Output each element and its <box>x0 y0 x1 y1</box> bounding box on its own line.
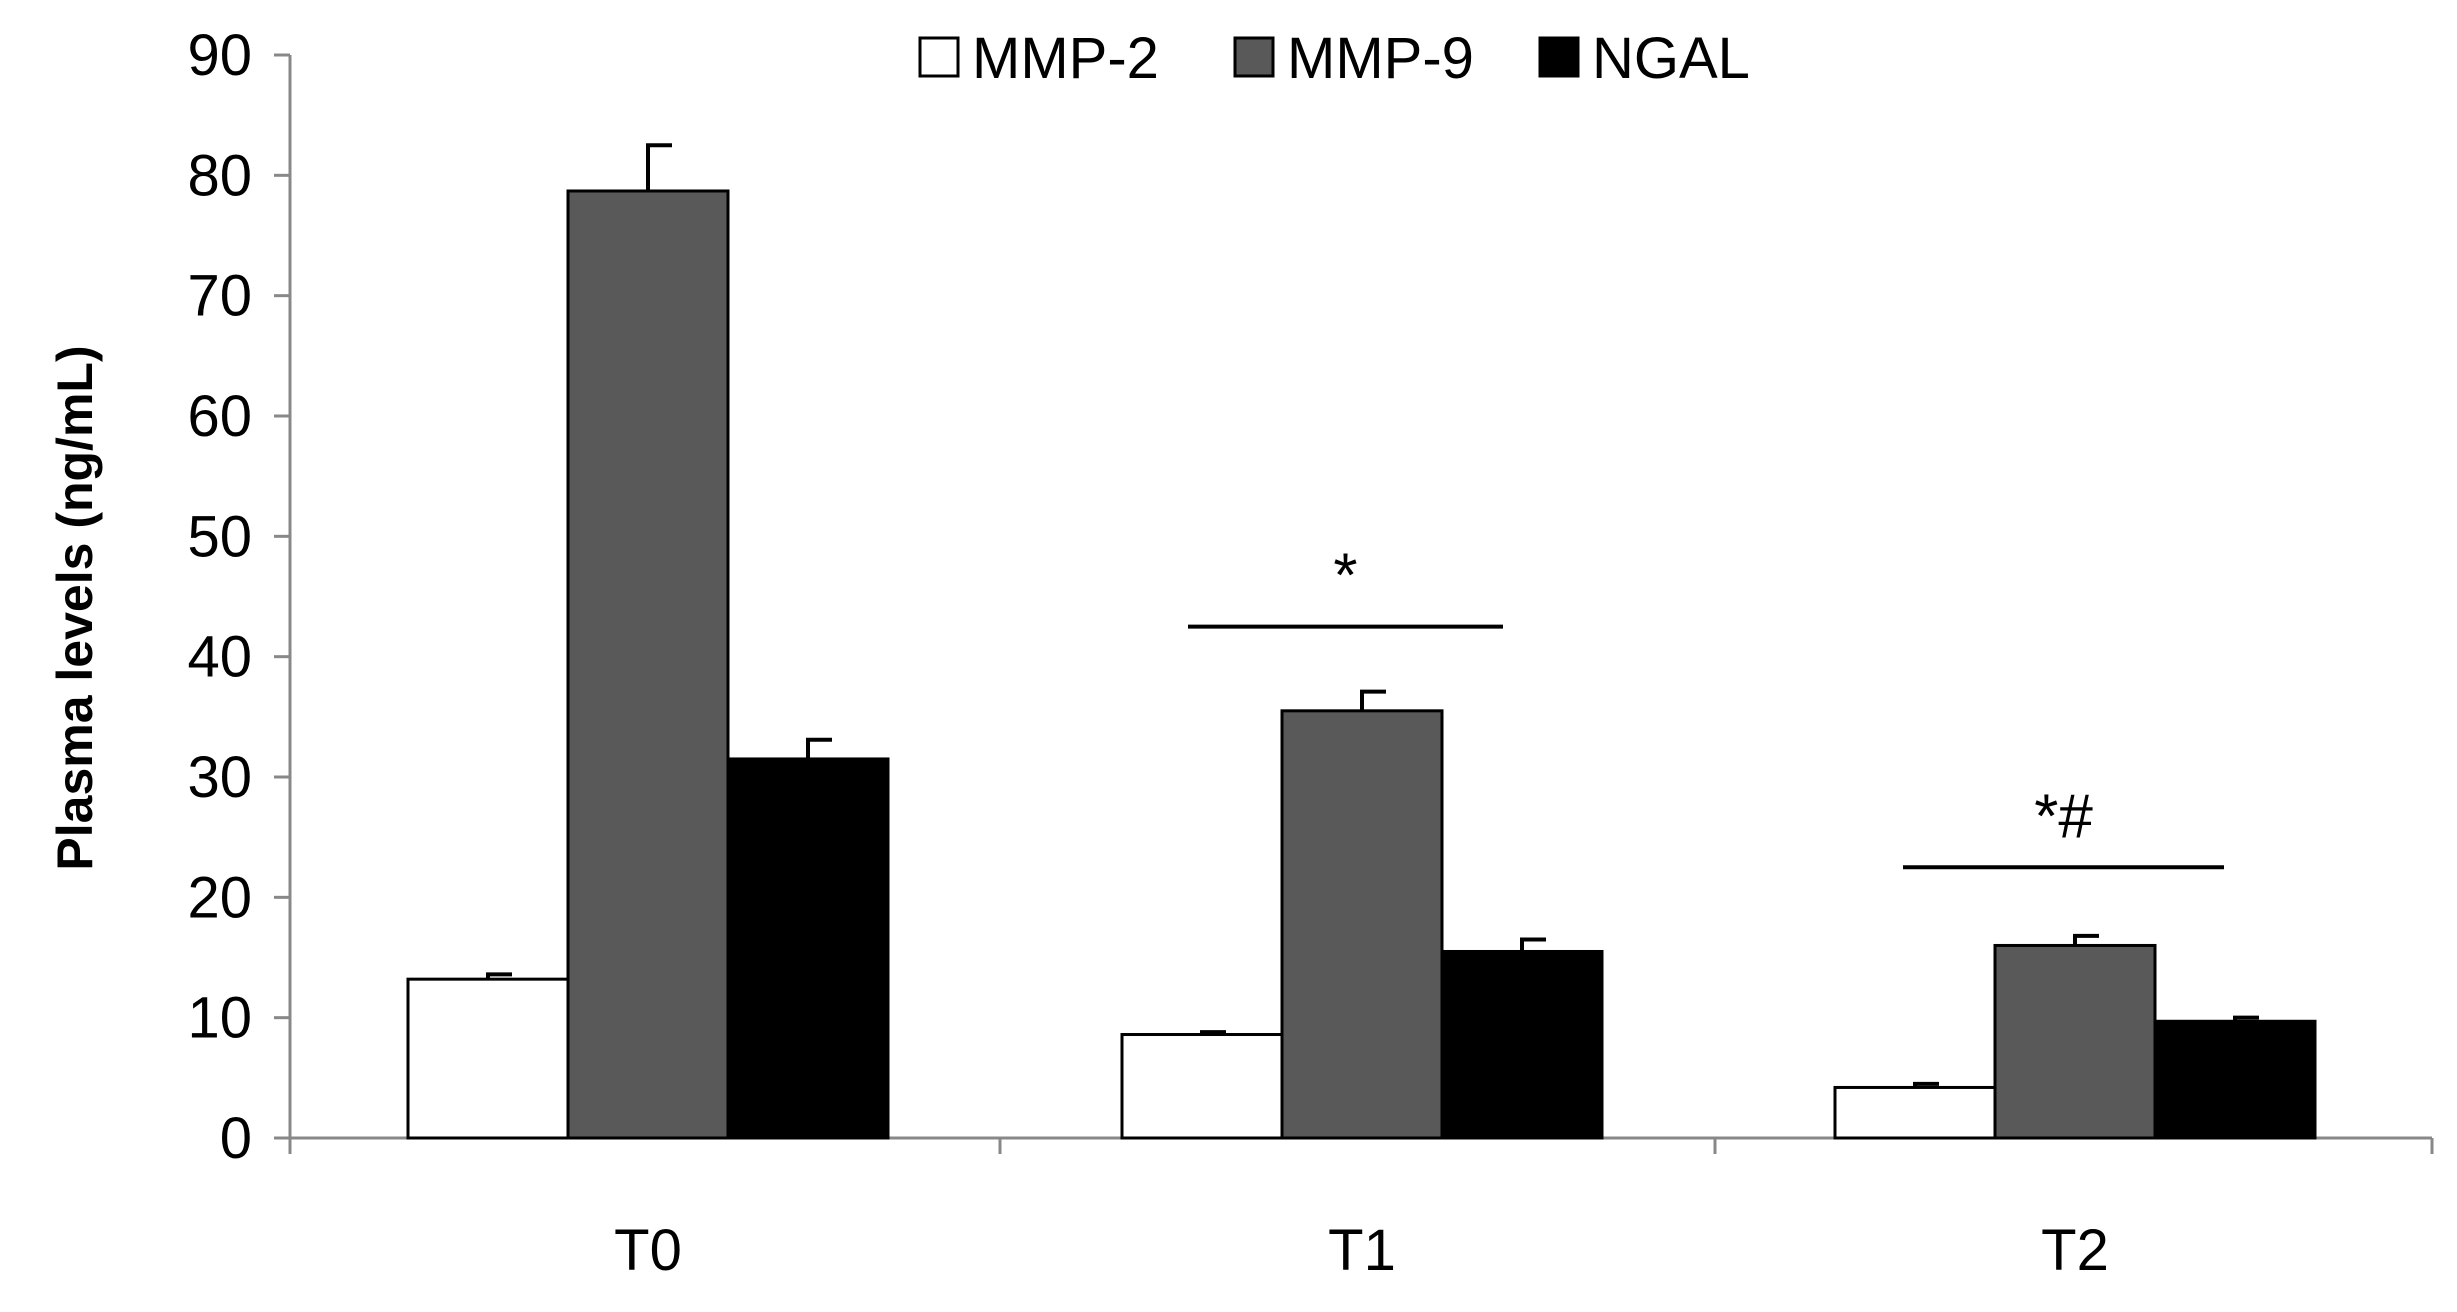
significance-marker-t1: * <box>1333 542 1357 611</box>
y-tick-label: 30 <box>187 745 252 810</box>
bar-mmp-2-t0 <box>406 977 570 1140</box>
legend-swatch-ngal <box>1538 36 1580 78</box>
y-tick-label: 70 <box>187 264 252 329</box>
x-tick-label-t0: T0 <box>614 1218 682 1283</box>
significance-marker-t2: *# <box>2034 782 2093 851</box>
y-tick-label: 80 <box>187 143 252 208</box>
legend-label-ngal: NGAL <box>1592 26 1750 91</box>
y-tick-label: 90 <box>187 23 252 88</box>
bar-mmp-9-t2 <box>1993 943 2157 1140</box>
y-tick-label: 10 <box>187 986 252 1051</box>
legend-label-mmp-2: MMP-2 <box>972 26 1159 91</box>
bar-mmp-2-t2 <box>1833 1085 1997 1140</box>
x-tick-label-t1: T1 <box>1328 1218 1396 1283</box>
y-tick-label: 20 <box>187 865 252 930</box>
bar-mmp-9-t1 <box>1280 709 1444 1140</box>
legend-label-mmp-9: MMP-9 <box>1287 26 1474 91</box>
legend-swatch-mmp-9 <box>1233 36 1275 78</box>
bar-ngal-t0 <box>726 757 890 1140</box>
legend-swatch-mmp-2 <box>918 36 960 78</box>
bar-ngal-t2 <box>2153 1019 2317 1140</box>
bar-mmp-2-t1 <box>1120 1033 1284 1140</box>
bar-mmp-9-t0 <box>566 189 730 1140</box>
y-tick-label: 60 <box>187 384 252 449</box>
y-tick-label: 0 <box>220 1106 252 1171</box>
y-tick-label: 50 <box>187 504 252 569</box>
y-axis-label: Plasma levels (ng/mL) <box>47 345 103 870</box>
x-tick-label-t2: T2 <box>2041 1218 2109 1283</box>
bar-ngal-t1 <box>1440 949 1604 1140</box>
y-tick-label: 40 <box>187 625 252 690</box>
